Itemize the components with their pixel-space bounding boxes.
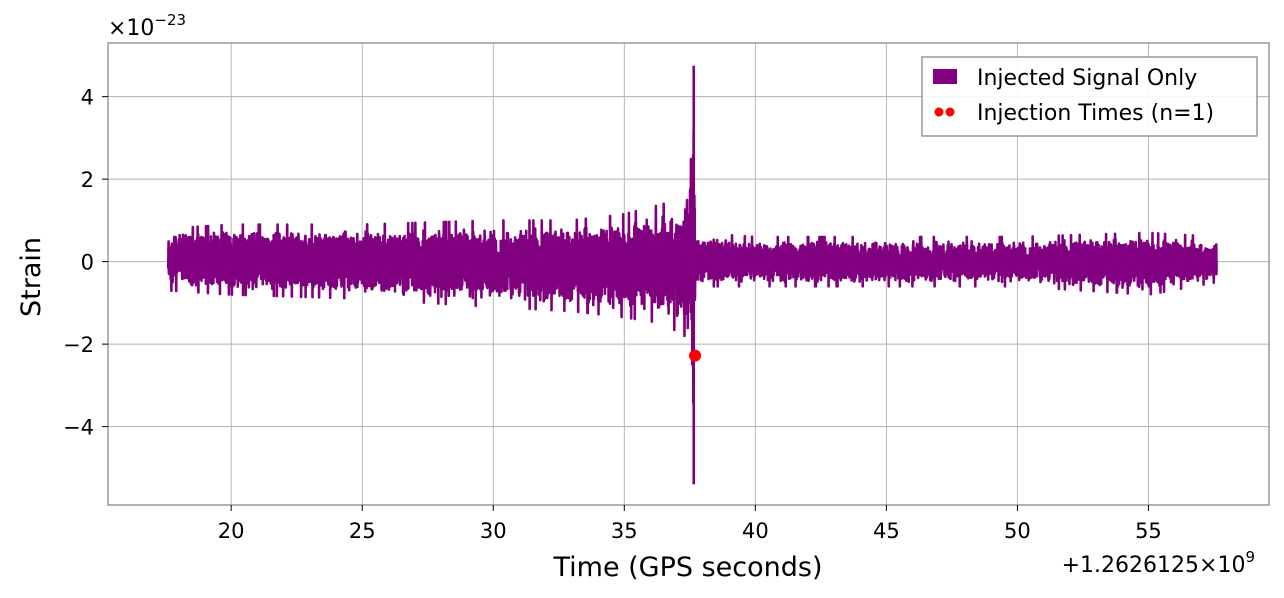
x-tick-label: 35 xyxy=(611,519,638,543)
y-scale-exponent: −23 xyxy=(154,11,186,29)
x-axis-label: Time (GPS seconds) xyxy=(552,552,822,583)
y-tick-label: 2 xyxy=(81,168,94,192)
axis-ticks: 20 25 30 35 40 45 50 55 −4 −2 0 2 4 xyxy=(63,86,1162,543)
y-axis-label: Strain xyxy=(16,237,47,317)
strain-series xyxy=(166,65,1218,485)
x-tick-label: 30 xyxy=(480,519,507,543)
plot-frame xyxy=(107,42,1270,506)
legend: Injected Signal Only Injection Times (n=… xyxy=(921,56,1258,137)
x-tick-label: 40 xyxy=(742,519,769,543)
y-tick-label: 0 xyxy=(81,251,94,275)
injection-time-marker xyxy=(689,349,702,362)
injection-markers xyxy=(689,349,702,362)
legend-label-injection-times: Injection Times (n=1) xyxy=(977,101,1214,126)
x-offset-label: +1.2626125×109 xyxy=(1062,548,1255,578)
y-tick-label: −4 xyxy=(63,416,94,440)
x-tick-label: 25 xyxy=(349,519,376,543)
legend-marker-injection-times-2 xyxy=(945,107,955,117)
x-tick-label: 50 xyxy=(1004,519,1031,543)
y-scale-label: ×10−23 xyxy=(108,11,186,41)
legend-marker-injection-times-1 xyxy=(934,107,944,117)
legend-label-injected-signal: Injected Signal Only xyxy=(977,66,1197,91)
x-tick-label: 55 xyxy=(1135,519,1162,543)
y-tick-label: 4 xyxy=(81,86,94,110)
x-offset-exponent: 9 xyxy=(1245,548,1255,566)
x-tick-label: 45 xyxy=(873,519,900,543)
y-tick-label: −2 xyxy=(63,333,94,357)
strain-trace xyxy=(166,65,1218,485)
legend-swatch-injected-signal xyxy=(933,69,957,84)
x-tick-label: 20 xyxy=(218,519,245,543)
legend-box xyxy=(921,56,1258,137)
